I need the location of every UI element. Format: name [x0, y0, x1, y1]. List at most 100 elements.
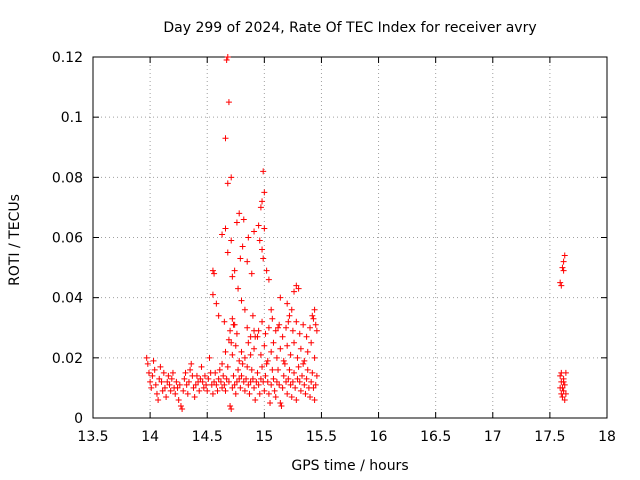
data-point — [145, 369, 152, 376]
data-point — [222, 225, 229, 232]
data-point — [227, 327, 234, 334]
data-point — [277, 294, 284, 301]
x-tick-label: 17 — [484, 429, 502, 445]
data-point — [235, 285, 242, 292]
data-point — [172, 390, 179, 397]
data-point — [232, 390, 239, 397]
data-point — [159, 387, 166, 394]
data-point — [241, 354, 248, 361]
data-point — [229, 273, 236, 280]
data-point — [205, 375, 212, 382]
data-point — [155, 396, 162, 403]
data-point — [313, 372, 320, 379]
data-point — [557, 279, 564, 286]
data-point — [284, 390, 291, 397]
data-point — [270, 339, 277, 346]
data-point — [183, 381, 190, 388]
data-point — [268, 348, 275, 355]
data-point — [211, 270, 218, 277]
data-point — [265, 324, 272, 331]
data-point — [220, 372, 227, 379]
data-point — [560, 387, 567, 394]
data-point — [268, 381, 275, 388]
data-point — [297, 345, 304, 352]
data-point — [279, 333, 286, 340]
data-point — [165, 372, 172, 379]
data-point — [291, 288, 298, 295]
data-point — [561, 252, 568, 259]
data-point — [221, 381, 228, 388]
data-point — [264, 357, 271, 364]
data-point — [238, 297, 245, 304]
data-point — [259, 363, 266, 370]
data-point — [557, 372, 564, 379]
data-point — [245, 339, 252, 346]
data-point — [296, 378, 303, 385]
x-tick-label: 13.5 — [77, 429, 108, 445]
data-point — [307, 324, 314, 331]
data-point — [222, 348, 229, 355]
data-point — [293, 282, 300, 289]
data-point — [225, 378, 232, 385]
data-point — [247, 378, 254, 385]
data-point — [252, 396, 259, 403]
data-point — [275, 324, 282, 331]
data-point — [225, 99, 232, 106]
data-point — [217, 378, 224, 385]
data-point — [265, 390, 272, 397]
data-point — [294, 375, 301, 382]
data-point — [312, 381, 319, 388]
data-point — [161, 384, 168, 391]
data-point — [224, 249, 231, 256]
data-point — [244, 258, 251, 265]
data-point — [276, 381, 283, 388]
y-tick-label: 0 — [74, 411, 83, 427]
data-point — [559, 393, 566, 400]
data-point — [211, 378, 218, 385]
data-point — [148, 384, 155, 391]
data-point — [284, 300, 291, 307]
data-point — [291, 369, 298, 376]
data-point — [153, 390, 160, 397]
data-point — [214, 387, 221, 394]
data-point — [283, 378, 290, 385]
data-point — [562, 390, 569, 397]
data-point — [281, 360, 288, 367]
data-point — [270, 375, 277, 382]
data-point — [292, 384, 299, 391]
x-axis-label: GPS time / hours — [291, 458, 408, 474]
data-point — [261, 189, 268, 196]
data-point — [267, 399, 274, 406]
x-tick-label: 16.5 — [420, 429, 451, 445]
data-point — [158, 378, 165, 385]
data-point — [288, 306, 295, 313]
data-point — [233, 378, 240, 385]
data-point — [308, 378, 315, 385]
data-point — [304, 366, 311, 373]
data-point — [251, 228, 258, 235]
data-point — [180, 387, 187, 394]
data-point — [303, 375, 310, 382]
data-point — [301, 381, 308, 388]
data-point — [295, 285, 302, 292]
data-point — [262, 372, 269, 379]
y-tick-label: 0.08 — [52, 170, 83, 186]
data-point — [277, 345, 284, 352]
data-point — [260, 168, 267, 175]
data-point — [304, 348, 311, 355]
data-point — [307, 393, 314, 400]
data-point — [219, 360, 226, 367]
data-point — [169, 369, 176, 376]
data-point — [201, 372, 208, 379]
data-point — [264, 378, 271, 385]
data-point — [558, 369, 565, 376]
data-point — [235, 366, 242, 373]
data-point — [238, 348, 245, 355]
data-point — [182, 369, 189, 376]
data-point — [176, 381, 183, 388]
y-tick-label: 0.02 — [52, 351, 83, 367]
data-point — [252, 333, 259, 340]
data-point — [239, 360, 246, 367]
data-point — [209, 291, 216, 298]
